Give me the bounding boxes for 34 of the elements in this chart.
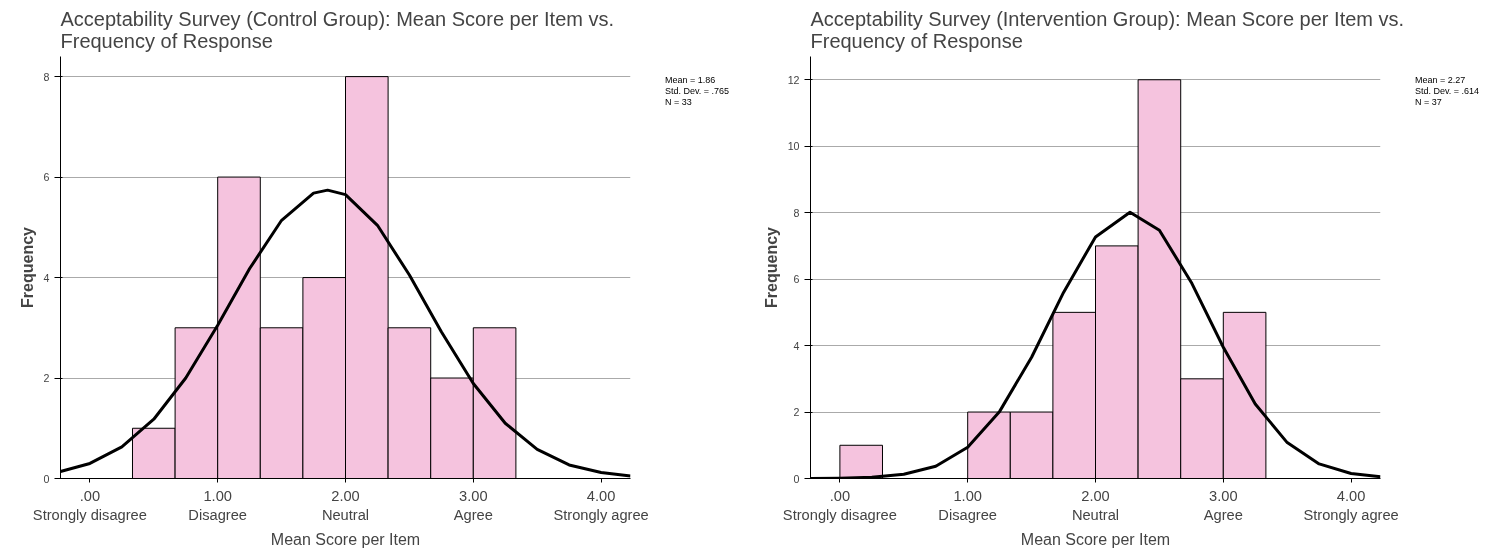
x-tick-label: 2.00 Neutral (321, 487, 370, 523)
x-axis-title: Mean Score per Item (1020, 530, 1171, 548)
x-tick-label: 1.00 Disagree (938, 487, 998, 523)
y-tick-label: 2 (793, 406, 800, 419)
text: Std. Dev. = .765 (665, 86, 730, 96)
y-tick-label: 4 (793, 339, 800, 352)
y-tick-label: 10 (787, 140, 800, 153)
y-tick-label: 6 (43, 171, 50, 184)
y-tick-label: 6 (793, 273, 800, 286)
x-tick-label: .00 Strongly disagree (782, 487, 897, 523)
x-tick-label: 2.00 Neutral (1071, 487, 1120, 523)
x-tick-label: 4.00 Strongly agree (1303, 487, 1399, 523)
text: N = 37 (1415, 97, 1442, 107)
x-axis-title: Mean Score per Item (270, 530, 421, 548)
x-tick-label: .00 Strongly disagree (32, 487, 147, 523)
x-tick-label: 1.00 Disagree (188, 487, 248, 523)
y-tick-label: 4 (43, 271, 50, 284)
x-tick-label: 4.00 Strongly agree (553, 487, 649, 523)
text: N = 33 (665, 97, 692, 107)
y-tick-label: 2 (43, 372, 50, 385)
chart-title: Acceptability Survey (Control Group): Mean Score per Item vs. Frequency of Response (60, 7, 615, 52)
y-axis-title: Frequency (762, 226, 780, 308)
x-tick-label: 3.00 Agree (1203, 487, 1243, 523)
x-tick-label: 3.00 Agree (453, 487, 493, 523)
text: Std. Dev. = .614 (1415, 86, 1480, 96)
y-tick-label: 12 (787, 73, 800, 86)
chart-title: Acceptability Survey (Intervention Group): Mean Score per Item vs. Frequency of Response (810, 7, 1405, 52)
text: Mean = 1.86 (665, 75, 716, 85)
y-tick-label: 0 (793, 472, 800, 485)
text: Mean = 2.27 (1415, 75, 1466, 85)
y-tick-label: 8 (43, 70, 50, 83)
y-axis-title: Frequency (18, 226, 36, 308)
y-tick-label: 8 (793, 206, 800, 219)
y-tick-label: 0 (43, 472, 50, 485)
